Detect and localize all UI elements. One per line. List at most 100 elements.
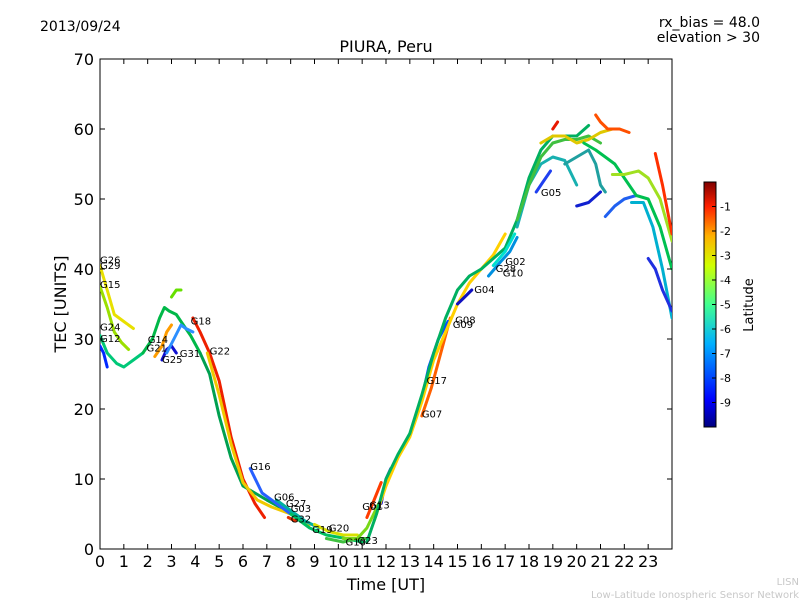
series-line-13 <box>274 498 321 530</box>
satellite-label-22: G07 <box>422 409 442 420</box>
series-line-18 <box>341 502 381 540</box>
colorbar-tick-label-4: -5 <box>720 299 731 312</box>
colorbar-tick-label-2: -3 <box>720 250 731 263</box>
x-tick-label-6: 6 <box>238 552 248 571</box>
series-line-10 <box>198 351 288 512</box>
x-tick-label-12: 12 <box>376 552 396 571</box>
satellite-label-0: G26 <box>100 255 120 266</box>
x-tick-label-15: 15 <box>447 552 467 571</box>
satellite-label-28: G28 <box>496 264 516 275</box>
satellite-label-19: G23 <box>357 536 377 547</box>
x-tick-label-0: 0 <box>95 552 105 571</box>
x-tick-label-9: 9 <box>309 552 319 571</box>
x-tick-label-21: 21 <box>590 552 610 571</box>
satellite-label-17: G20 <box>329 524 349 535</box>
colorbar-tick-label-7: -8 <box>720 372 731 385</box>
series-line-28 <box>534 169 552 194</box>
satellite-label-18: G10 <box>346 538 366 549</box>
series-line-33 <box>594 113 631 134</box>
series-line-25 <box>456 288 474 306</box>
series-line-1 <box>100 285 131 351</box>
series-line-26 <box>487 236 519 278</box>
x-tick-label-3: 3 <box>166 552 176 571</box>
rx-bias-label: rx_bias = 48.0 <box>659 15 760 31</box>
y-tick-label-2: 20 <box>74 400 94 419</box>
y-axis-label: TEC [UNITS] <box>51 256 70 354</box>
satellite-label-25: G09 <box>453 320 473 331</box>
series-line-14 <box>286 516 297 523</box>
y-tick-label-0: 0 <box>84 540 94 559</box>
series-line-34 <box>563 148 607 194</box>
series-line-12 <box>248 467 293 516</box>
x-axis-ticks: 0 1 2 3 4 5 6 7 8 9 10 11 12 13 14 15 16 17 18 19 20 21 22 23 <box>95 59 658 571</box>
satellite-label-21: G13 <box>369 500 389 511</box>
x-tick-label-13: 13 <box>400 552 420 571</box>
series-line-39 <box>630 201 672 320</box>
y-tick-label-7: 70 <box>74 50 94 69</box>
satellite-label-14: G03 <box>291 504 311 515</box>
series-line-30 <box>515 134 602 222</box>
series-line-27 <box>491 232 517 267</box>
satellite-label-20: G01 <box>362 502 382 513</box>
x-tick-label-11: 11 <box>352 552 372 571</box>
satellite-label-23: G17 <box>427 376 447 387</box>
satellite-label-7: G25 <box>162 355 182 366</box>
colorbar-ticks: -1 -2 -3 -4 -5 -6 -7 -8 -9 <box>712 201 731 410</box>
satellite-label-3: G24 <box>100 323 120 334</box>
series-line-7 <box>165 323 195 355</box>
x-tick-label-18: 18 <box>519 552 539 571</box>
colorbar-label: Latitude <box>742 278 757 332</box>
series-line-9 <box>170 288 183 299</box>
series-line-35 <box>575 190 602 208</box>
satellite-label-2: G15 <box>100 280 120 291</box>
satellite-label-8: G31 <box>180 349 200 360</box>
series-line-40 <box>653 152 672 236</box>
y-tick-label-5: 50 <box>74 190 94 209</box>
satellite-label-5: G14 <box>148 335 168 346</box>
series-line-38 <box>610 169 672 243</box>
satellite-label-11: G16 <box>250 462 270 473</box>
y-tick-label-3: 30 <box>74 330 94 349</box>
satellite-label-16: G19 <box>312 525 332 536</box>
y-tick-label-6: 60 <box>74 120 94 139</box>
x-tick-label-22: 22 <box>614 552 634 571</box>
x-tick-label-2: 2 <box>143 552 153 571</box>
series-layer <box>100 113 672 544</box>
x-tick-label-17: 17 <box>495 552 515 571</box>
x-tick-label-7: 7 <box>262 552 272 571</box>
x-axis-label: Time [UT] <box>346 575 425 594</box>
series-line-2 <box>100 334 145 369</box>
series-line-31 <box>539 127 614 145</box>
series-line-37 <box>582 141 672 271</box>
colorbar-tick-label-1: -2 <box>720 225 731 238</box>
satellite-label-4: G12 <box>100 334 120 345</box>
series-line-41 <box>646 257 672 313</box>
satellite-label-27: G02 <box>505 257 525 268</box>
colorbar-tick-label-8: -9 <box>720 397 731 410</box>
satellite-label-30: G05 <box>541 188 561 199</box>
colorbar-tick-label-6: -7 <box>720 348 731 361</box>
satellite-label-26: G04 <box>474 285 494 296</box>
satellite-label-10: G22 <box>210 346 230 357</box>
footer-network: Low-Latitude Ionospheric Sensor Network <box>591 590 799 600</box>
satellite-label-12: G06 <box>274 493 294 504</box>
series-line-36 <box>603 194 638 218</box>
colorbar-tick-label-0: -1 <box>720 201 731 214</box>
series-line-19 <box>365 481 383 519</box>
series-line-8 <box>191 316 266 519</box>
series-line-5 <box>153 323 173 358</box>
series-line-0 <box>100 264 135 330</box>
series-line-32 <box>551 120 560 131</box>
series-line-16 <box>313 523 359 537</box>
satellite-label-24: G08 <box>455 316 475 327</box>
x-tick-label-10: 10 <box>328 552 348 571</box>
y-tick-label-1: 10 <box>74 470 94 489</box>
x-tick-label-16: 16 <box>471 552 491 571</box>
series-line-17 <box>324 537 369 544</box>
satellite-label-29: G10 <box>503 269 523 280</box>
x-tick-label-20: 20 <box>566 552 586 571</box>
date-label: 2013/09/24 <box>40 19 121 35</box>
satellite-label-6: G21 <box>147 344 167 355</box>
